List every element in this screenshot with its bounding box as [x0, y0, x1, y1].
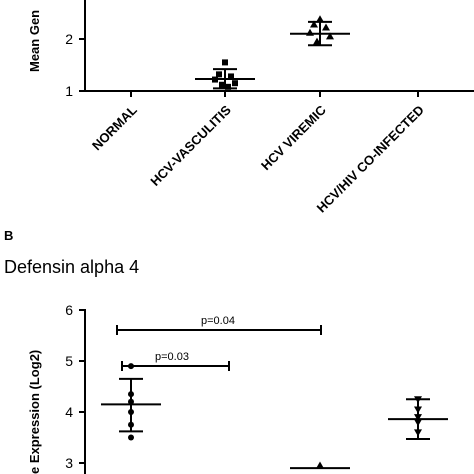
data-point-normal — [128, 391, 134, 398]
data-point-hcv-viremic — [316, 461, 324, 469]
panel-a-ytick-label-1: 1 — [65, 83, 73, 99]
data-point-hcv-vasculitis — [216, 71, 222, 78]
data-point-normal — [128, 434, 134, 441]
data-point-hcv-hiv-co-infected — [414, 414, 422, 422]
data-point-hcv-hiv-co-infected — [414, 406, 422, 414]
data-point-hcv-viremic — [310, 20, 318, 28]
category-label-hcv-hiv-coinfected: HCV/HIV CO-INFECTED — [314, 102, 427, 215]
panel-b-label: B — [4, 228, 13, 243]
panel-b-data-marks — [101, 363, 448, 470]
data-point-normal — [128, 363, 134, 370]
panel-b-y-axis-label: e Expression (Log2) — [27, 350, 42, 474]
category-label-normal: NORMAL — [89, 102, 140, 153]
panel-a: 1 2 Mean Gen NORMAL HCV-VASCULITIS HCV V… — [27, 0, 474, 216]
panel-b-ytick-label-5: 5 — [65, 353, 73, 369]
data-point-hcv-viremic — [306, 28, 314, 36]
data-point-hcv-vasculitis — [228, 73, 234, 80]
category-label-hcv-viremic: HCV VIREMIC — [258, 102, 329, 173]
data-point-normal — [128, 398, 134, 405]
panel-a-ytick-label-2: 2 — [65, 31, 73, 47]
data-point-hcv-hiv-co-infected — [414, 429, 422, 437]
data-point-hcv-vasculitis — [225, 83, 231, 90]
p-value-label-0-03: p=0.03 — [155, 351, 189, 363]
panel-b-ytick-label-3: 3 — [65, 455, 73, 471]
panel-b: B Defensin alpha 4 3 4 5 6 e Expression … — [4, 228, 448, 474]
data-point-hcv-vasculitis — [219, 81, 225, 88]
panel-a-y-axis-label: Mean Gen — [27, 10, 42, 72]
data-point-hcv-viremic — [322, 23, 330, 31]
data-point-normal — [128, 421, 134, 428]
data-point-hcv-vasculitis — [232, 80, 238, 87]
category-label-hcv-vasculitis: HCV-VASCULITIS — [147, 102, 234, 189]
data-point-normal — [128, 409, 134, 415]
data-point-hcv-vasculitis — [222, 59, 228, 66]
data-point-hcv-hiv-co-infected — [414, 396, 422, 404]
data-point-hcv-viremic — [316, 15, 324, 23]
data-point-hcv-vasculitis — [212, 76, 218, 83]
panel-b-ytick-label-4: 4 — [65, 404, 73, 420]
data-point-hcv-hiv-co-infected — [414, 419, 422, 427]
panel-a-data-marks — [195, 15, 350, 90]
data-point-hcv-viremic — [313, 37, 321, 45]
panel-b-title: Defensin alpha 4 — [4, 257, 139, 277]
panel-b-ytick-label-6: 6 — [65, 302, 73, 318]
data-point-hcv-viremic — [326, 32, 334, 40]
p-value-label-0-04: p=0.04 — [201, 315, 235, 327]
